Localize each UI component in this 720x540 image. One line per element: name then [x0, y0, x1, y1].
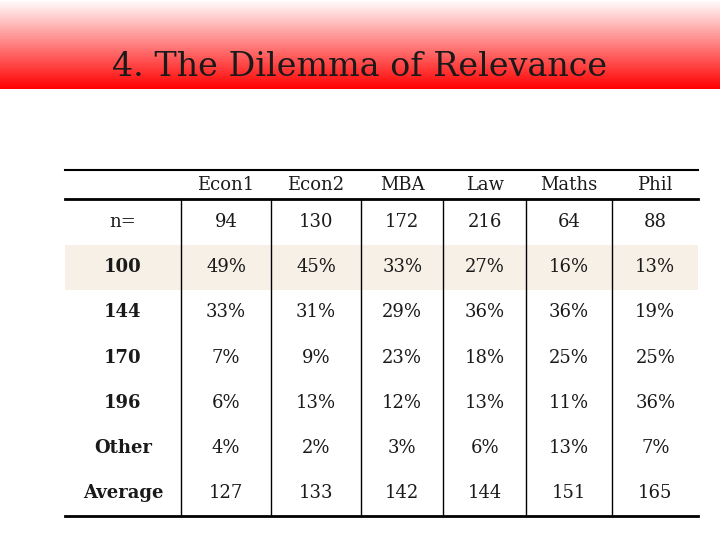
Text: Other: Other — [94, 439, 152, 457]
Text: 133: 133 — [299, 484, 333, 502]
Text: Phil: Phil — [637, 176, 673, 194]
Text: 25%: 25% — [549, 349, 589, 367]
Text: 13%: 13% — [296, 394, 336, 412]
Bar — [65, 199, 698, 245]
Text: 49%: 49% — [206, 258, 246, 276]
Text: 12%: 12% — [382, 394, 422, 412]
Text: 13%: 13% — [635, 258, 675, 276]
Text: 4%: 4% — [212, 439, 240, 457]
Text: 13%: 13% — [464, 394, 505, 412]
Text: 36%: 36% — [635, 394, 675, 412]
Bar — [65, 470, 698, 516]
Text: 144: 144 — [467, 484, 502, 502]
Text: Econ2: Econ2 — [287, 176, 345, 194]
Text: 36%: 36% — [549, 303, 589, 321]
Text: 45%: 45% — [296, 258, 336, 276]
Text: 9%: 9% — [302, 349, 330, 367]
Text: 18%: 18% — [464, 349, 505, 367]
Text: 3%: 3% — [388, 439, 417, 457]
Text: 144: 144 — [104, 303, 142, 321]
Text: 216: 216 — [467, 213, 502, 231]
Text: 130: 130 — [299, 213, 333, 231]
Text: 2%: 2% — [302, 439, 330, 457]
Bar — [65, 335, 698, 380]
Bar — [65, 380, 698, 426]
Text: 6%: 6% — [212, 394, 240, 412]
Text: MBA: MBA — [380, 176, 425, 194]
Text: 151: 151 — [552, 484, 586, 502]
Bar — [65, 245, 698, 290]
Text: 6%: 6% — [470, 439, 499, 457]
Bar — [65, 290, 698, 335]
Text: 88: 88 — [644, 213, 667, 231]
Text: 64: 64 — [557, 213, 580, 231]
Text: 7%: 7% — [641, 439, 670, 457]
Text: Econ1: Econ1 — [197, 176, 255, 194]
Text: n=: n= — [109, 213, 136, 231]
Text: 165: 165 — [638, 484, 672, 502]
Text: 29%: 29% — [382, 303, 422, 321]
Text: 142: 142 — [385, 484, 419, 502]
Text: 25%: 25% — [635, 349, 675, 367]
Text: 33%: 33% — [206, 303, 246, 321]
Text: 36%: 36% — [464, 303, 505, 321]
Text: 172: 172 — [385, 213, 419, 231]
Bar — [65, 426, 698, 470]
Text: 11%: 11% — [549, 394, 589, 412]
Text: 27%: 27% — [465, 258, 505, 276]
Text: Average: Average — [83, 484, 163, 502]
Text: Law: Law — [466, 176, 504, 194]
Text: 33%: 33% — [382, 258, 423, 276]
Text: 127: 127 — [209, 484, 243, 502]
Text: 94: 94 — [215, 213, 238, 231]
Text: 16%: 16% — [549, 258, 589, 276]
Text: 170: 170 — [104, 349, 142, 367]
Text: 19%: 19% — [635, 303, 675, 321]
Text: 4. The Dilemma of Relevance: 4. The Dilemma of Relevance — [112, 51, 608, 84]
Text: 31%: 31% — [296, 303, 336, 321]
Text: 13%: 13% — [549, 439, 589, 457]
Text: 7%: 7% — [212, 349, 240, 367]
Text: 196: 196 — [104, 394, 142, 412]
Text: Maths: Maths — [541, 176, 598, 194]
Text: 100: 100 — [104, 258, 142, 276]
Text: 23%: 23% — [382, 349, 422, 367]
